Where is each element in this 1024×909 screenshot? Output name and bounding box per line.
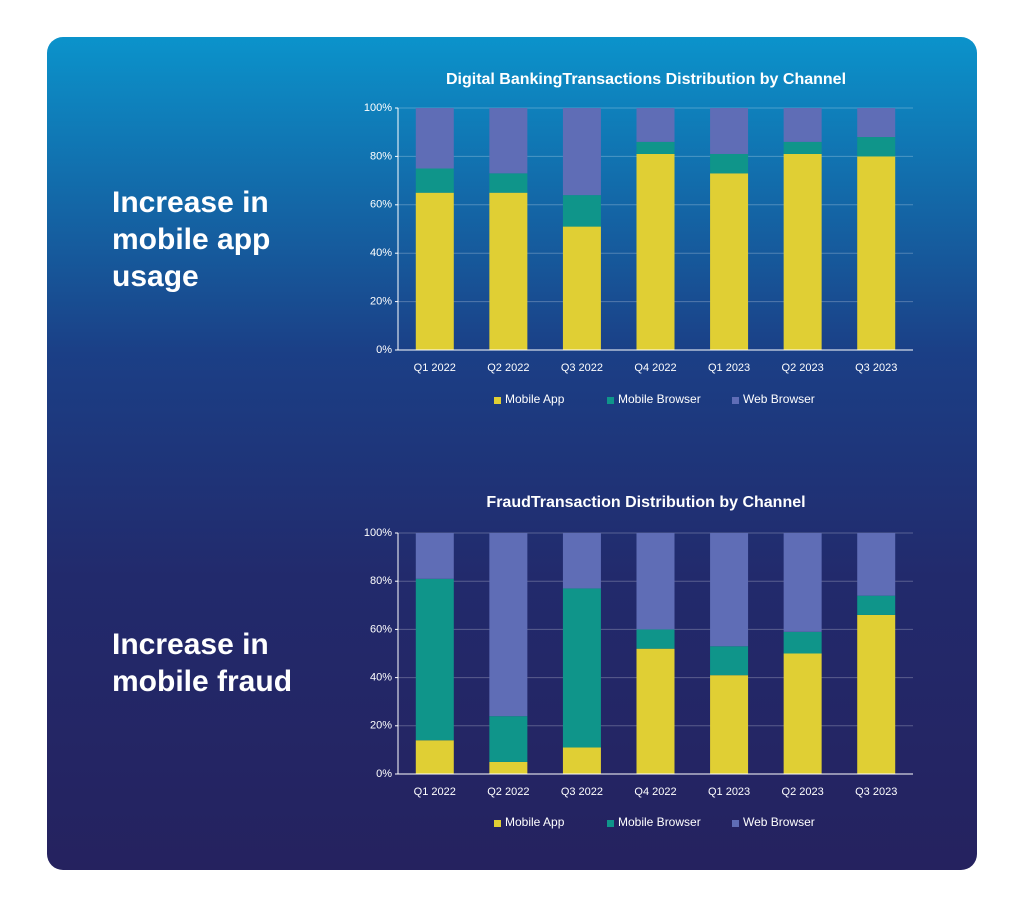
bar-segment (857, 595, 896, 615)
legend-swatch (494, 397, 501, 404)
bar-segment (562, 108, 601, 196)
y-tick-label: 60% (370, 199, 392, 211)
bar-segment (562, 747, 601, 774)
x-tick-label: Q2 2022 (487, 362, 529, 374)
bar-segment (636, 153, 675, 350)
bar-segment (710, 153, 749, 174)
legend-swatch (732, 397, 739, 404)
bar-segment (783, 141, 822, 154)
legend-swatch (607, 397, 614, 404)
x-tick-label: Q2 2023 (782, 786, 824, 798)
bar-segment (415, 533, 454, 579)
x-tick-label: Q4 2022 (634, 786, 676, 798)
bar-segment (783, 653, 822, 774)
y-tick-label: 20% (370, 720, 392, 732)
x-tick-label: Q3 2022 (561, 362, 603, 374)
x-tick-label: Q2 2023 (782, 362, 824, 374)
y-tick-label: 60% (370, 623, 392, 635)
bar-segment (783, 533, 822, 632)
bar-segment (710, 173, 749, 350)
y-tick-label: 80% (370, 150, 392, 162)
x-tick-label: Q2 2022 (487, 786, 529, 798)
x-tick-label: Q1 2022 (414, 362, 456, 374)
bar-segment (636, 533, 675, 630)
y-tick-label: 100% (364, 527, 392, 539)
bar-segment (489, 108, 528, 174)
legend-label: Web Browser (743, 392, 815, 406)
y-tick-label: 0% (376, 344, 392, 356)
legend-label: Mobile App (505, 392, 565, 406)
bar-segment (710, 675, 749, 774)
x-tick-label: Q1 2023 (708, 786, 750, 798)
bar-segment (489, 716, 528, 762)
legend-swatch (607, 820, 614, 827)
y-tick-label: 40% (370, 247, 392, 259)
y-tick-label: 80% (370, 575, 392, 587)
bar-segment (415, 108, 454, 169)
bar-segment (636, 108, 675, 142)
bar-segment (562, 588, 601, 748)
bar-segment (562, 533, 601, 589)
legend-swatch (494, 820, 501, 827)
x-tick-label: Q1 2022 (414, 786, 456, 798)
bar-segment (636, 648, 675, 774)
x-tick-label: Q3 2022 (561, 786, 603, 798)
annotation: Increase in mobile app usage (112, 186, 271, 293)
bar-segment (415, 578, 454, 741)
legend-label: Web Browser (743, 815, 815, 829)
legend-label: Mobile Browser (618, 392, 701, 406)
chart-title: FraudTransaction Distribution by Channel (486, 494, 805, 511)
legend-label: Mobile Browser (618, 815, 701, 829)
bar-segment (636, 141, 675, 154)
bar-segment (415, 740, 454, 774)
x-tick-label: Q4 2022 (634, 362, 676, 374)
bar-segment (489, 761, 528, 774)
bar-segment (857, 108, 896, 138)
bar-segment (710, 646, 749, 676)
bar-segment (857, 533, 896, 596)
bar-segment (636, 629, 675, 649)
x-tick-label: Q3 2023 (855, 786, 897, 798)
bar-segment (562, 226, 601, 350)
annotation: Increase in mobile fraud (112, 628, 293, 698)
bar-segment (562, 195, 601, 227)
x-tick-label: Q1 2023 (708, 362, 750, 374)
x-tick-label: Q3 2023 (855, 362, 897, 374)
bar-segment (857, 137, 896, 157)
bar-segment (783, 108, 822, 142)
legend-swatch (732, 820, 739, 827)
y-tick-label: 40% (370, 672, 392, 684)
bar-segment (857, 614, 896, 774)
chart-title: Digital BankingTransactions Distribution… (446, 71, 846, 88)
bar-segment (415, 168, 454, 193)
bar-segment (783, 631, 822, 654)
bar-segment (857, 156, 896, 350)
legend-label: Mobile App (505, 815, 565, 829)
bar-segment (710, 108, 749, 154)
bar-segment (489, 192, 528, 350)
bar-segment (710, 533, 749, 647)
bar-segment (415, 192, 454, 350)
y-tick-label: 100% (364, 102, 392, 114)
y-tick-label: 20% (370, 296, 392, 308)
y-tick-label: 0% (376, 768, 392, 780)
bar-segment (783, 153, 822, 350)
bar-segment (489, 173, 528, 193)
bar-segment (489, 533, 528, 717)
